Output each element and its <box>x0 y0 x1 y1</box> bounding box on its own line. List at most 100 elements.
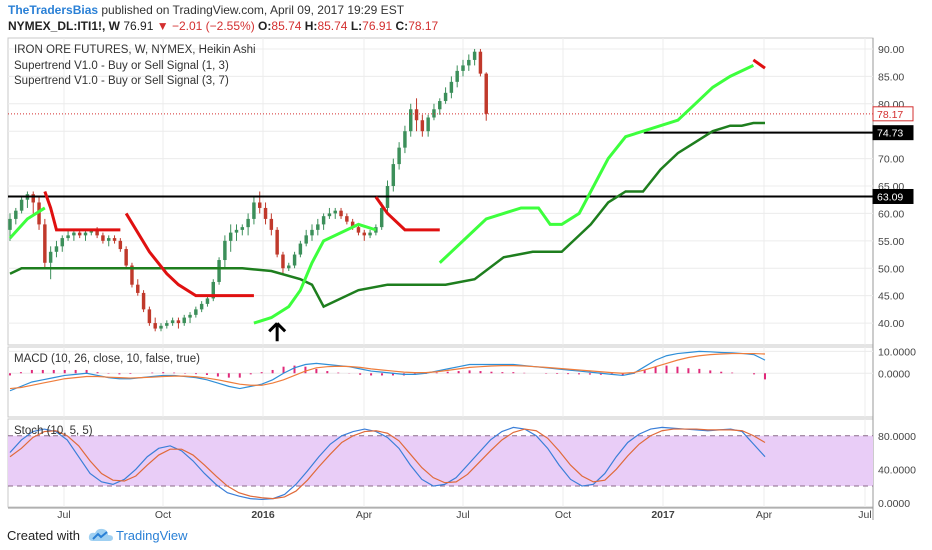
candle-body <box>240 227 245 230</box>
candle-body <box>484 73 488 114</box>
candles-group <box>8 48 488 332</box>
candle-body <box>432 109 436 118</box>
candle-body <box>298 243 303 255</box>
candle-body <box>31 194 35 203</box>
candle-body <box>420 120 425 132</box>
candle-body <box>397 147 401 165</box>
stoch-band <box>8 435 873 487</box>
candle-body <box>43 224 47 263</box>
candle-body <box>258 202 262 208</box>
candle-body <box>461 65 465 71</box>
x-tick-label: Oct <box>155 509 171 521</box>
candle-body <box>19 199 24 211</box>
buy-signal-arrow-icon <box>268 322 287 342</box>
candle-body <box>107 238 111 241</box>
candle-body <box>333 210 337 214</box>
candle-body <box>455 70 459 82</box>
stoch-tick-label: 40.0000 <box>878 464 916 476</box>
tradingview-cloud-icon <box>88 528 113 541</box>
y-tick-label: 50.00 <box>878 263 904 275</box>
candle-body <box>281 254 285 269</box>
tradingview-brand[interactable]: TradingView <box>116 528 188 543</box>
y-tick-label: 70.00 <box>878 154 904 166</box>
macd-tick-label: 0.0000 <box>878 368 910 380</box>
candle-body <box>153 323 157 329</box>
candle-body <box>292 254 297 266</box>
candle-body <box>194 309 198 315</box>
candle-body <box>188 314 192 318</box>
high-label: H: <box>304 19 318 33</box>
candle-body <box>246 218 250 228</box>
footer: Created with TradingView <box>0 522 932 550</box>
y-tick-label: 90.00 <box>878 44 904 56</box>
supertrend-fast-up <box>8 206 46 240</box>
y-tick-label: 85.00 <box>878 71 904 83</box>
macd-tick-label: 10.0000 <box>878 346 916 358</box>
candle-body <box>141 292 146 310</box>
stoch-title: Stoch (10, 5, 5) <box>14 425 93 437</box>
supertrend-fast-down <box>43 191 121 232</box>
candle-body <box>449 81 454 93</box>
candle-body <box>205 298 210 304</box>
chart-header: TheTradersBias published on TradingView.… <box>0 0 932 38</box>
candle-body <box>263 207 268 219</box>
candle-body <box>327 213 332 217</box>
candle-body <box>467 59 471 66</box>
price-tag-box <box>872 125 914 141</box>
candle-body <box>321 216 326 225</box>
candle-body <box>130 265 134 285</box>
candle-body <box>72 232 76 236</box>
candle-body <box>252 202 256 219</box>
candle-body <box>112 238 117 241</box>
candle-body <box>269 218 274 230</box>
close-value: 78.17 <box>408 19 439 33</box>
supertrend-slow-line <box>9 121 765 309</box>
low-label: L: <box>350 19 363 33</box>
indicator-legend: Supertrend V1.0 - Buy or Sell Signal (3,… <box>14 75 229 87</box>
symbol-name: NYMEX_DL:ITI1!, W <box>8 19 121 33</box>
candle-body <box>77 232 82 236</box>
candle-body <box>472 51 477 60</box>
last-price: 76.91 <box>123 19 154 33</box>
candle-body <box>95 229 99 236</box>
x-tick-label: Jul <box>858 509 871 521</box>
high-value: 85.74 <box>317 19 348 33</box>
candle-body <box>101 235 105 241</box>
x-tick-label: Jul <box>456 509 469 521</box>
candle-body <box>118 240 123 250</box>
candle-body <box>275 229 279 255</box>
candle-body <box>228 232 233 241</box>
macd-title: MACD (10, 26, close, 10, false, true) <box>14 353 200 365</box>
candle-body <box>217 260 221 282</box>
symbol-quote: NYMEX_DL:ITI1!, W 76.91 ▼ −2.01 (−2.55%)… <box>8 19 438 33</box>
open-value: 85.74 <box>271 19 302 33</box>
candle-body <box>478 51 483 74</box>
supertrend-fast-down <box>752 58 766 70</box>
candle-body <box>426 117 430 132</box>
open-label: O: <box>258 19 272 33</box>
publisher-name[interactable]: TheTradersBias <box>8 3 99 17</box>
price-tag-box <box>872 106 914 122</box>
candle-body <box>379 207 384 228</box>
supertrend-fast-up <box>253 222 377 325</box>
price-tag-box <box>872 188 914 204</box>
candle-body <box>83 232 88 236</box>
candle-body <box>391 164 396 187</box>
candle-body <box>409 109 413 132</box>
candle-body <box>414 109 419 121</box>
supertrend-fast-up <box>438 64 755 264</box>
x-tick-label: 2017 <box>651 509 675 521</box>
indicator-legend: Supertrend V1.0 - Buy or Sell Signal (1,… <box>14 60 229 72</box>
candle-body <box>54 246 59 252</box>
candle-body <box>234 229 239 233</box>
candle-body <box>165 323 169 326</box>
candle-body <box>310 229 314 236</box>
candle-body <box>350 221 355 228</box>
y-tick-label: 40.00 <box>878 318 904 330</box>
candle-body <box>60 238 64 247</box>
publish-info: TheTradersBias published on TradingView.… <box>8 3 404 17</box>
x-tick-label: 2016 <box>251 509 275 521</box>
chart-area[interactable]: Jul Oct 2016 Apr Jul Oct 2017 Apr Jul 40.00 45.00 5… <box>0 0 932 522</box>
macd-series-1 <box>9 352 766 390</box>
low-value: 76.91 <box>362 19 393 33</box>
